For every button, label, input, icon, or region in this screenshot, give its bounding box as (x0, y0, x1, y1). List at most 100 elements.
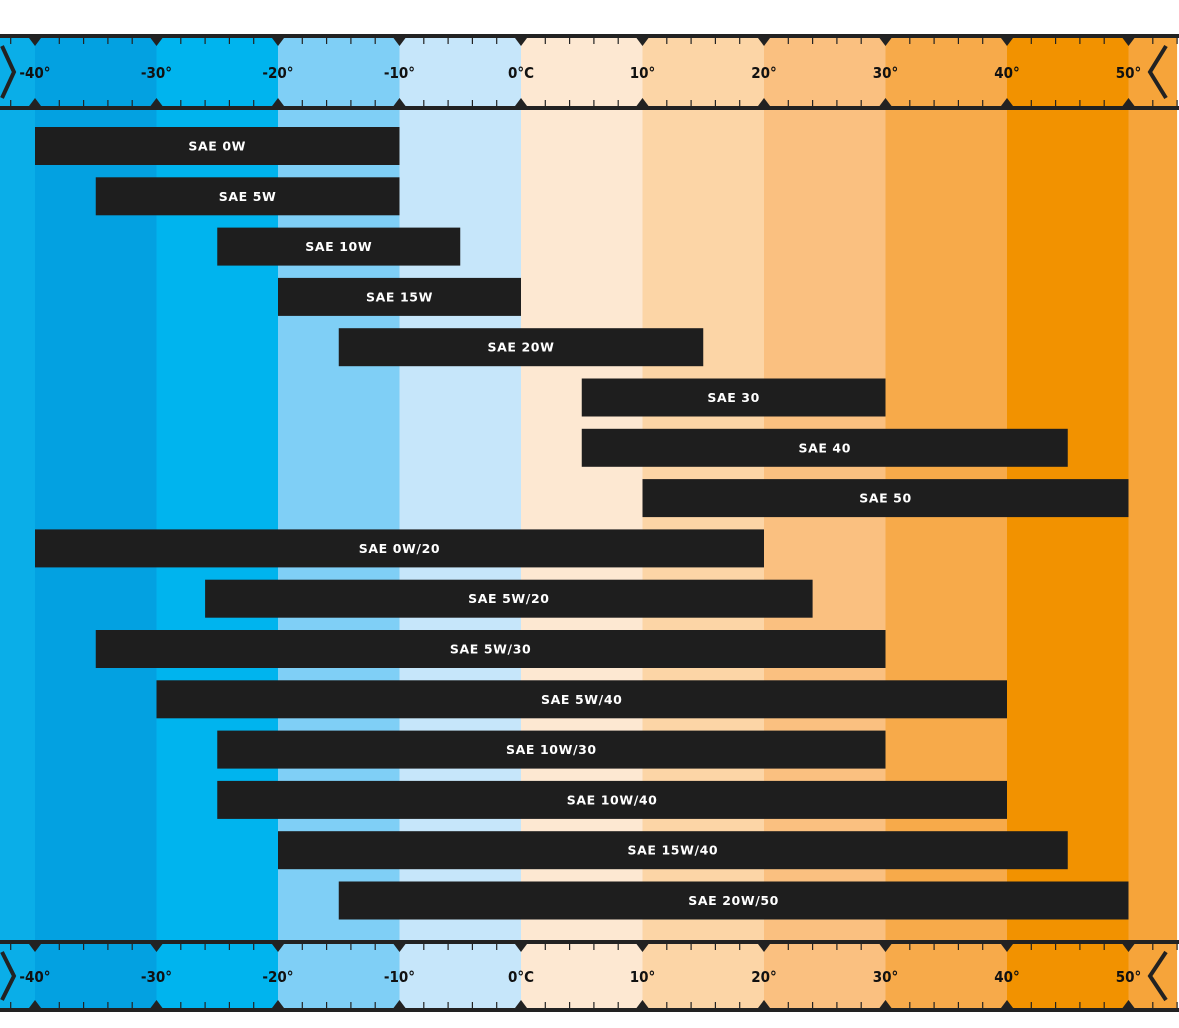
bar-label: SAE 0W/20 (359, 541, 440, 556)
major-tick (636, 38, 649, 46)
major-tick (29, 38, 41, 46)
tick-label: -30° (141, 64, 172, 82)
left-arrow (0, 45, 17, 99)
major-tick (150, 98, 163, 106)
tick-label: -10° (384, 968, 415, 986)
temperature-scale-top: -40° -30° -20° -10° 0°C 10° 20° 30° 40° 50° (0, 34, 1179, 110)
bar-label: SAE 50 (859, 491, 912, 506)
tick-label: 10° (630, 64, 656, 82)
bar-rect (217, 730, 886, 769)
bar-sae-15w: SAE 15W (278, 277, 521, 316)
major-tick (1001, 98, 1013, 106)
tick-label: 20° (751, 64, 777, 82)
bar-label: SAE 5W/20 (468, 591, 549, 606)
major-tick (29, 944, 41, 952)
left-arrow (0, 951, 17, 1001)
major-tick (879, 38, 892, 46)
major-tick (1122, 98, 1135, 106)
tick-label: 30° (873, 968, 899, 986)
major-tick (393, 944, 406, 952)
major-tick (393, 38, 406, 46)
bar-rect (278, 831, 1068, 870)
major-tick (29, 1000, 41, 1008)
major-tick (272, 38, 284, 46)
bar-rect (95, 630, 886, 668)
temperature-scale-bottom: -40° -30° -20° -10° 0°C 10° 20° 30° 40° 50° (0, 940, 1179, 1012)
major-tick (879, 1000, 892, 1008)
bar-label: SAE 10W/40 (567, 792, 658, 807)
bar-label: SAE 15W/40 (628, 843, 719, 858)
bar-rect (278, 277, 521, 316)
tick-label: 50° (1116, 64, 1142, 82)
bar-rect (95, 177, 400, 216)
major-tick (758, 944, 770, 952)
bar-sae-15w-40: SAE 15W/40 (278, 831, 1068, 870)
major-tick (393, 98, 406, 106)
major-tick (1001, 1000, 1013, 1008)
bar-sae-20w-50: SAE 20W/50 (338, 881, 1129, 920)
tick-label: -20° (262, 64, 293, 82)
tick-label: 40° (994, 64, 1020, 82)
tick-label: -30° (141, 968, 172, 986)
bar-sae-5w: SAE 5W (95, 177, 400, 216)
bar-sae-5w-30: SAE 5W/30 (95, 630, 886, 668)
major-tick (515, 1000, 527, 1008)
major-tick (515, 38, 527, 46)
major-tick (29, 98, 41, 106)
bar-label: SAE 0W (188, 139, 246, 154)
viscosity-bars: SAE 0W SAE 5W SAE 10W SAE 15W SAE 20W SAE 30 S… (35, 127, 1129, 920)
tick-label: 10° (630, 968, 656, 986)
bar-sae-0w: SAE 0W (35, 127, 400, 165)
bar-label: SAE 10W/30 (506, 742, 597, 757)
band-10 (1128, 38, 1178, 1008)
major-tick (758, 38, 770, 46)
bar-rect (581, 378, 886, 417)
scale-border-outer (0, 940, 1179, 944)
tick-label: 0°C (508, 64, 534, 82)
major-tick (150, 944, 163, 952)
bar-sae-50: SAE 50 (642, 479, 1129, 518)
bar-label: SAE 40 (798, 440, 851, 455)
bar-label: SAE 20W/50 (688, 893, 779, 908)
bar-label: SAE 5W (219, 189, 277, 204)
major-tick (758, 98, 770, 106)
bar-label: SAE 15W (366, 289, 433, 304)
band-0 (0, 38, 35, 1008)
bar-sae-30: SAE 30 (581, 378, 886, 417)
tick-label: 0°C (508, 968, 534, 986)
bar-label: SAE 30 (707, 390, 760, 405)
right-arrow (1147, 44, 1168, 100)
bar-rect (35, 529, 764, 568)
tick-label: -40° (19, 968, 50, 986)
major-tick (515, 98, 527, 106)
major-tick (272, 98, 284, 106)
scale-border-outer (0, 34, 1179, 38)
bar-rect (156, 680, 1007, 719)
major-tick (636, 944, 649, 952)
bar-rect (338, 328, 704, 367)
bar-rect (642, 479, 1129, 518)
bar-rect (217, 780, 1007, 819)
major-tick (1122, 38, 1135, 46)
major-tick (150, 1000, 163, 1008)
tick-label: 50° (1116, 968, 1142, 986)
major-tick (879, 944, 892, 952)
bar-sae-10w-30: SAE 10W/30 (217, 730, 886, 769)
bar-rect (338, 881, 1129, 920)
tick-label: 30° (873, 64, 899, 82)
bar-sae-10w: SAE 10W (217, 227, 461, 266)
major-tick (272, 1000, 284, 1008)
right-arrow (1147, 950, 1168, 1002)
bar-sae-10w-40: SAE 10W/40 (217, 780, 1007, 819)
bar-sae-40: SAE 40 (581, 428, 1068, 467)
major-tick (150, 38, 163, 46)
major-tick (879, 98, 892, 106)
major-tick (1122, 944, 1135, 952)
bar-label: SAE 10W (305, 239, 372, 254)
bar-label: SAE 5W/30 (450, 642, 531, 657)
scale-border-inner (0, 106, 1179, 110)
major-tick (636, 1000, 649, 1008)
major-tick (393, 1000, 406, 1008)
major-tick (1001, 38, 1013, 46)
bar-sae-0w-20: SAE 0W/20 (35, 529, 764, 568)
